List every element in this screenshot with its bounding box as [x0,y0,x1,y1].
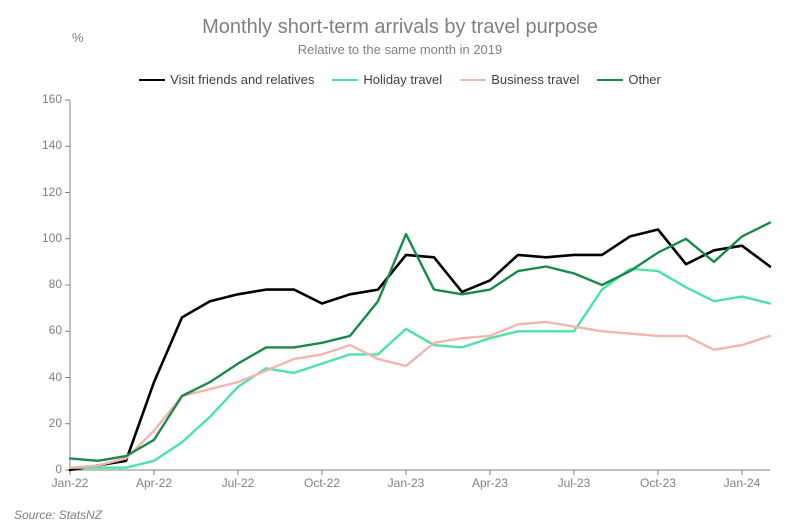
y-tick-label: 120 [42,185,62,199]
series-line [70,269,770,468]
y-tick-label: 60 [49,323,62,337]
y-tick-label: 160 [42,92,62,106]
source-note: Source: StatsNZ [14,508,102,522]
y-tick-label: 20 [49,416,62,430]
x-tick-label: Jul-22 [213,476,263,490]
x-tick-label: Jul-23 [549,476,599,490]
chart-plot-area [0,0,800,530]
x-tick-label: Jan-23 [381,476,431,490]
chart-container: Monthly short-term arrivals by travel pu… [0,0,800,530]
x-tick-label: Oct-22 [297,476,347,490]
x-tick-label: Apr-23 [465,476,515,490]
x-tick-label: Jan-24 [717,476,767,490]
series-line [70,223,770,461]
x-tick-label: Jan-22 [45,476,95,490]
y-tick-label: 0 [55,462,62,476]
x-tick-label: Apr-22 [129,476,179,490]
y-tick-label: 80 [49,277,62,291]
y-tick-label: 100 [42,231,62,245]
y-tick-label: 40 [49,370,62,384]
x-tick-label: Oct-23 [633,476,683,490]
series-line [70,230,770,471]
y-tick-label: 140 [42,138,62,152]
